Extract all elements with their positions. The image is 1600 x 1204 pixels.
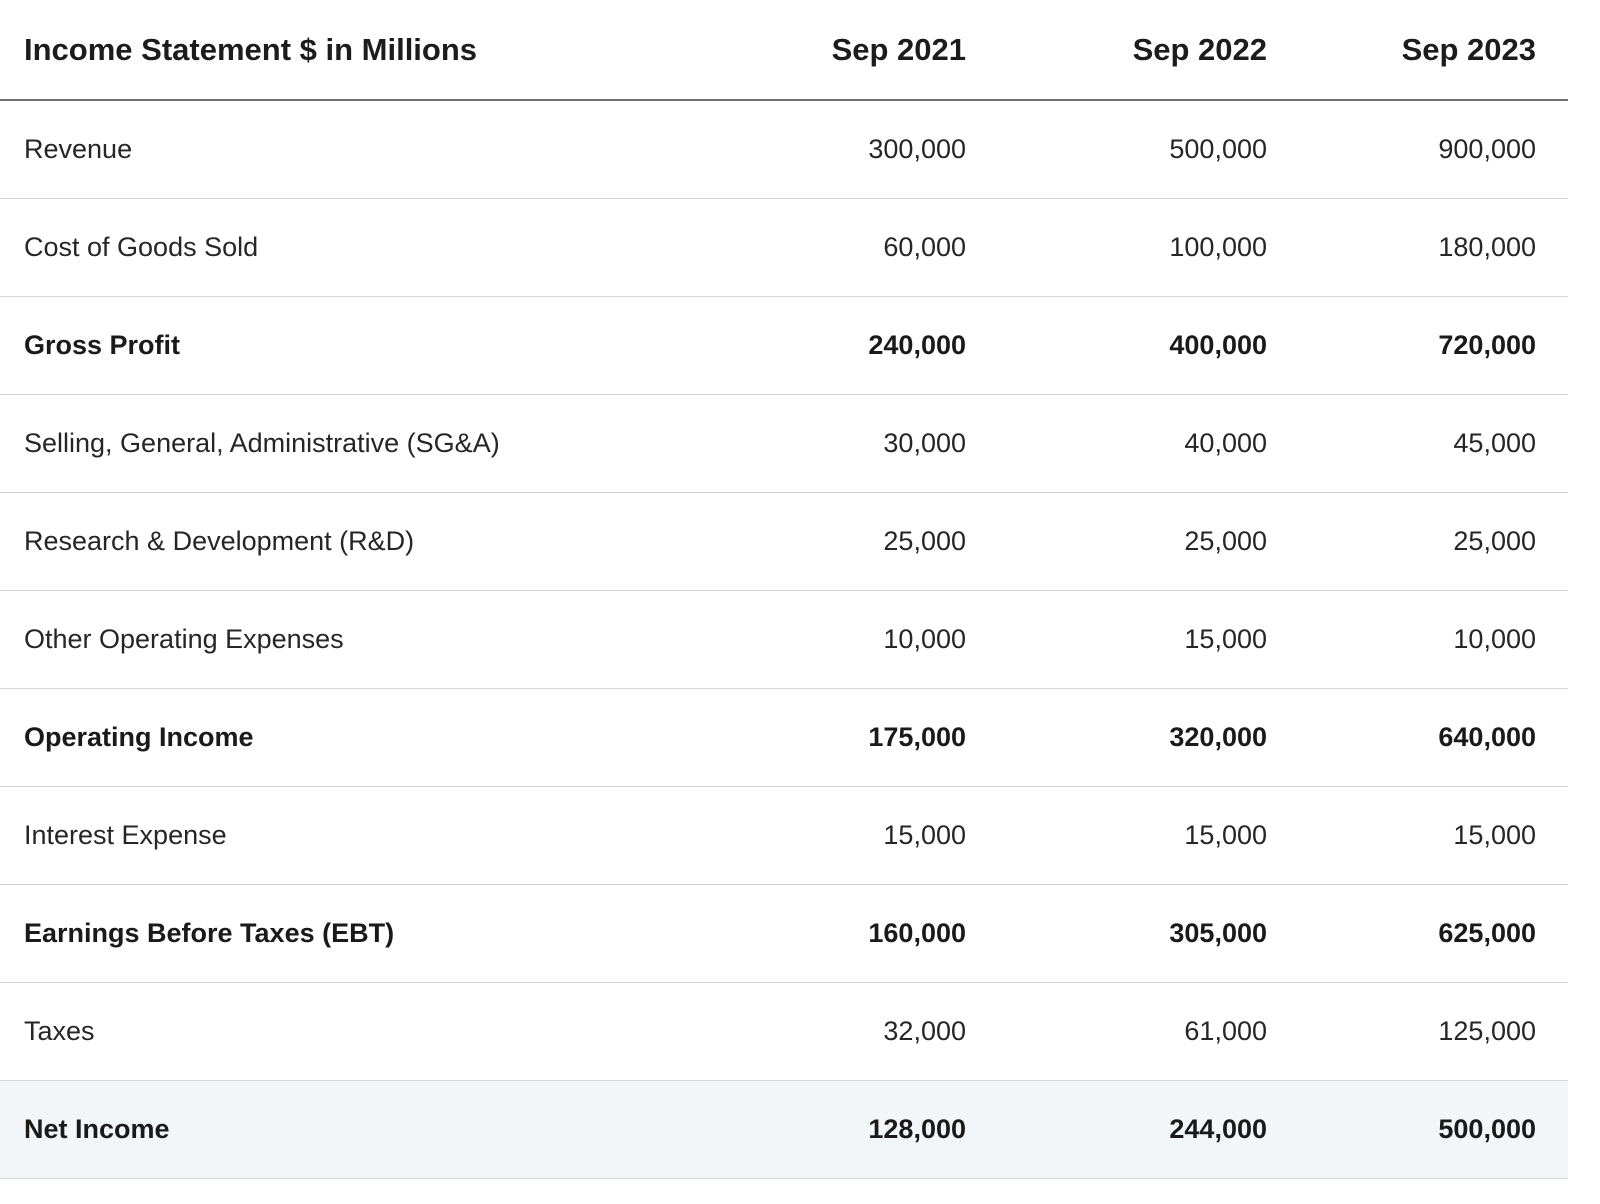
row-label: Other Operating Expenses <box>0 590 706 689</box>
cell-value: 40,000 <box>966 394 1267 493</box>
cell-value: 300,000 <box>706 100 966 199</box>
cell-value: 60,000 <box>706 198 966 297</box>
row-label: Revenue <box>0 100 706 199</box>
row-label: Operating Income <box>0 688 706 787</box>
cell-value: 128,000 <box>706 1080 966 1179</box>
cell-value: 400,000 <box>966 296 1267 395</box>
row-earnings-before-taxes: Earnings Before Taxes (EBT) 160,000 305,… <box>0 884 1568 983</box>
row-label: Interest Expense <box>0 786 706 885</box>
cell-value: 500,000 <box>1267 1080 1568 1179</box>
row-interest-expense: Interest Expense 15,000 15,000 15,000 <box>0 786 1568 885</box>
row-operating-income: Operating Income 175,000 320,000 640,000 <box>0 688 1568 787</box>
cell-value: 10,000 <box>1267 590 1568 689</box>
cell-value: 240,000 <box>706 296 966 395</box>
row-label: Net Income <box>0 1080 706 1179</box>
income-statement-table: Income Statement $ in Millions Sep 2021 … <box>0 0 1568 1179</box>
cell-value: 15,000 <box>966 786 1267 885</box>
column-header-sep-2022: Sep 2022 <box>966 0 1267 101</box>
row-label: Earnings Before Taxes (EBT) <box>0 884 706 983</box>
row-label: Taxes <box>0 982 706 1081</box>
row-other-operating-expenses: Other Operating Expenses 10,000 15,000 1… <box>0 590 1568 689</box>
table-header-row: Income Statement $ in Millions Sep 2021 … <box>0 0 1568 101</box>
cell-value: 15,000 <box>966 590 1267 689</box>
cell-value: 25,000 <box>706 492 966 591</box>
row-gross-profit: Gross Profit 240,000 400,000 720,000 <box>0 296 1568 395</box>
cell-value: 100,000 <box>966 198 1267 297</box>
cell-value: 900,000 <box>1267 100 1568 199</box>
cell-value: 640,000 <box>1267 688 1568 787</box>
row-sga: Selling, General, Administrative (SG&A) … <box>0 394 1568 493</box>
row-label: Research & Development (R&D) <box>0 492 706 591</box>
cell-value: 720,000 <box>1267 296 1568 395</box>
row-cost-of-goods-sold: Cost of Goods Sold 60,000 100,000 180,00… <box>0 198 1568 297</box>
column-header-sep-2021: Sep 2021 <box>706 0 966 101</box>
row-net-income: Net Income 128,000 244,000 500,000 <box>0 1080 1568 1179</box>
cell-value: 160,000 <box>706 884 966 983</box>
cell-value: 180,000 <box>1267 198 1568 297</box>
cell-value: 25,000 <box>1267 492 1568 591</box>
statement-title: Income Statement $ in Millions <box>0 0 706 101</box>
cell-value: 244,000 <box>966 1080 1267 1179</box>
column-header-sep-2023: Sep 2023 <box>1267 0 1568 101</box>
row-label: Cost of Goods Sold <box>0 198 706 297</box>
cell-value: 15,000 <box>1267 786 1568 885</box>
row-label: Gross Profit <box>0 296 706 395</box>
cell-value: 10,000 <box>706 590 966 689</box>
cell-value: 30,000 <box>706 394 966 493</box>
row-research-development: Research & Development (R&D) 25,000 25,0… <box>0 492 1568 591</box>
cell-value: 32,000 <box>706 982 966 1081</box>
cell-value: 175,000 <box>706 688 966 787</box>
cell-value: 25,000 <box>966 492 1267 591</box>
cell-value: 125,000 <box>1267 982 1568 1081</box>
cell-value: 305,000 <box>966 884 1267 983</box>
row-label: Selling, General, Administrative (SG&A) <box>0 394 706 493</box>
cell-value: 61,000 <box>966 982 1267 1081</box>
cell-value: 45,000 <box>1267 394 1568 493</box>
row-revenue: Revenue 300,000 500,000 900,000 <box>0 100 1568 199</box>
cell-value: 15,000 <box>706 786 966 885</box>
cell-value: 625,000 <box>1267 884 1568 983</box>
cell-value: 320,000 <box>966 688 1267 787</box>
row-taxes: Taxes 32,000 61,000 125,000 <box>0 982 1568 1081</box>
cell-value: 500,000 <box>966 100 1267 199</box>
